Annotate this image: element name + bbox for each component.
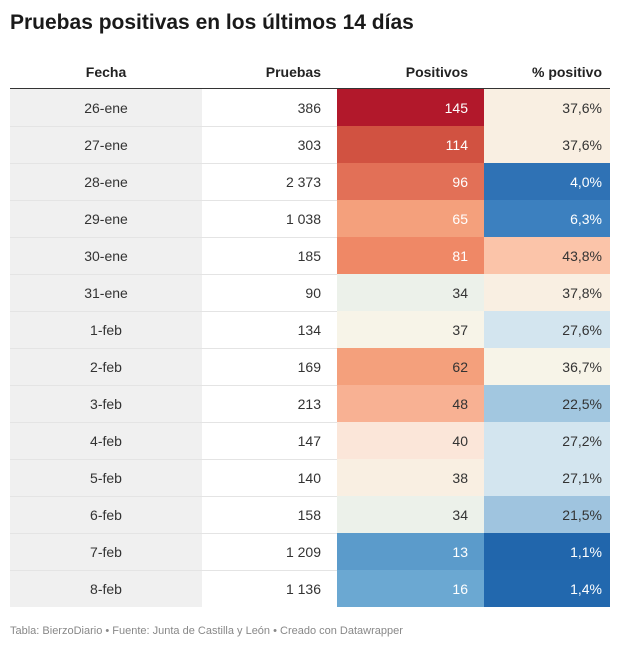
cell-pct-positivo: 4,0% xyxy=(484,163,610,200)
cell-positivos: 62 xyxy=(337,348,484,385)
table-title: Pruebas positivas en los últimos 14 días xyxy=(10,11,414,34)
cell-positivos: 40 xyxy=(337,422,484,459)
cell-fecha: 31-ene xyxy=(10,274,202,311)
cell-fecha: 2-feb xyxy=(10,348,202,385)
cell-pruebas: 90 xyxy=(202,274,337,311)
cell-fecha: 5-feb xyxy=(10,459,202,496)
cell-pruebas: 1 209 xyxy=(202,533,337,570)
cell-fecha: 26-ene xyxy=(10,89,202,126)
cell-fecha: 27-ene xyxy=(10,126,202,163)
cell-pct-positivo: 27,6% xyxy=(484,311,610,348)
table-row: 27-ene 303 114 37,6% xyxy=(10,126,610,163)
cell-pct-positivo: 43,8% xyxy=(484,237,610,274)
table-header: Fecha Pruebas Positivos % positivo xyxy=(10,56,610,89)
table-row: 31-ene 90 34 37,8% xyxy=(10,274,610,311)
table-row: 2-feb 169 62 36,7% xyxy=(10,348,610,385)
cell-positivos: 65 xyxy=(337,200,484,237)
cell-positivos: 81 xyxy=(337,237,484,274)
cell-pruebas: 386 xyxy=(297,99,321,116)
cell-fecha: 28-ene xyxy=(10,163,202,200)
table-row: 28-ene 2 373 96 4,0% xyxy=(10,163,610,200)
cell-positivos: 96 xyxy=(337,163,484,200)
table-row: 29-ene 1 038 65 6,3% xyxy=(10,200,610,237)
cell-pct-positivo: 37,6% xyxy=(484,126,610,163)
cell-fecha: 1-feb xyxy=(10,311,202,348)
cell-pruebas: 2 373 xyxy=(202,163,337,200)
cell-pruebas: 140 xyxy=(202,459,337,496)
cell-pct-positivo: 22,5% xyxy=(484,385,610,422)
table-row: 6-feb 158 34 21,5% xyxy=(10,496,610,533)
header-fecha: Fecha xyxy=(85,64,127,80)
cell-pruebas: 1 136 xyxy=(202,570,337,607)
cell-fecha: 6-feb xyxy=(10,496,202,533)
cell-positivos: 34 xyxy=(337,496,484,533)
cell-pruebas: 1 038 xyxy=(202,200,337,237)
cell-pruebas: 213 xyxy=(202,385,337,422)
cell-pruebas: 185 xyxy=(202,237,337,274)
cell-positivos: 37 xyxy=(337,311,484,348)
cell-positivos: 34 xyxy=(337,274,484,311)
cell-positivos: 145 xyxy=(337,89,484,126)
header-pruebas: Pruebas xyxy=(265,64,321,80)
cell-pruebas: 169 xyxy=(202,348,337,385)
cell-pruebas: 303 xyxy=(202,126,337,163)
table-row: 26-ene 386 145 37,6% xyxy=(10,89,610,126)
cell-pct-positivo: 21,5% xyxy=(484,496,610,533)
table-row: 8-feb 1 136 16 1,4% xyxy=(10,570,610,607)
cell-positivos: 48 xyxy=(337,385,484,422)
data-table: Fecha Pruebas Positivos % positivo 26-en… xyxy=(10,56,610,607)
table-row: 1-feb 134 37 27,6% xyxy=(10,311,610,348)
header-pct-positivo: % positivo xyxy=(531,64,602,80)
table-row: 4-feb 147 40 27,2% xyxy=(10,422,610,459)
cell-pruebas: 134 xyxy=(202,311,337,348)
cell-positivos: 16 xyxy=(337,570,484,607)
cell-fecha: 4-feb xyxy=(10,422,202,459)
cell-fecha: 8-feb xyxy=(10,570,202,607)
cell-pruebas: 158 xyxy=(202,496,337,533)
cell-fecha: 29-ene xyxy=(10,200,202,237)
cell-pct-positivo: 37,8% xyxy=(484,274,610,311)
cell-pct-positivo: 1,4% xyxy=(484,570,610,607)
cell-pct-positivo: 6,3% xyxy=(484,200,610,237)
cell-pruebas: 147 xyxy=(202,422,337,459)
cell-positivos: 114 xyxy=(337,126,484,163)
table-row: 3-feb 213 48 22,5% xyxy=(10,385,610,422)
cell-positivos: 38 xyxy=(337,459,484,496)
cell-pct-positivo: 37,6% xyxy=(484,89,610,126)
table-row: 5-feb 140 38 27,1% xyxy=(10,459,610,496)
cell-pct-positivo: 27,2% xyxy=(484,422,610,459)
cell-positivos: 13 xyxy=(337,533,484,570)
cell-fecha: 3-feb xyxy=(10,385,202,422)
cell-pct-positivo: 1,1% xyxy=(484,533,610,570)
cell-pct-positivo: 36,7% xyxy=(484,348,610,385)
header-positivos: Positivos xyxy=(405,64,468,80)
cell-pct-positivo: 27,1% xyxy=(484,459,610,496)
cell-fecha: 30-ene xyxy=(10,237,202,274)
table-row: 30-ene 185 81 43,8% xyxy=(10,237,610,274)
table-body: 26-ene 386 145 37,6% 27-ene 303 114 37,6% 28-ene… xyxy=(10,89,610,607)
footer-credits: Tabla: BierzoDiario • Fuente: Junta de C… xyxy=(10,625,403,637)
cell-fecha: 7-feb xyxy=(10,533,202,570)
table-row: 7-feb 1 209 13 1,1% xyxy=(10,533,610,570)
